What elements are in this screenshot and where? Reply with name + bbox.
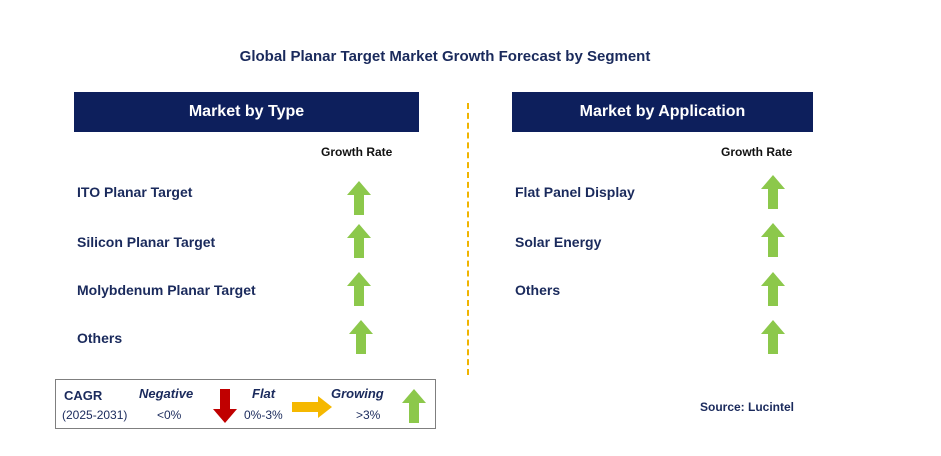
- type-item-silicon: Silicon Planar Target: [77, 234, 216, 250]
- down-arrow-icon: [213, 389, 237, 423]
- legend-growing-label: Growing: [331, 386, 384, 401]
- up-arrow-icon: [349, 320, 373, 354]
- application-item-others: Others: [515, 282, 561, 298]
- page-title: Global Planar Target Market Growth Forec…: [239, 48, 651, 65]
- type-growth-rate-label: Growth Rate: [321, 145, 393, 159]
- up-arrow-icon: [761, 175, 785, 209]
- panel-divider: [467, 103, 469, 375]
- application-item-flat-panel-display: Flat Panel Display: [515, 184, 635, 200]
- legend-flat-range: 0%-3%: [244, 408, 283, 422]
- up-arrow-icon: [347, 181, 371, 215]
- legend-cagr-label: CAGR: [64, 388, 103, 403]
- type-item-molybdenum: Molybdenum Planar Target: [77, 282, 256, 298]
- up-arrow-icon: [761, 320, 785, 354]
- up-arrow-icon: [402, 389, 426, 423]
- up-arrow-icon: [761, 223, 785, 257]
- legend-negative-label: Negative: [139, 386, 194, 401]
- up-arrow-icon: [347, 272, 371, 306]
- legend-negative-range: <0%: [157, 408, 182, 422]
- type-item-others: Others: [77, 330, 123, 346]
- cagr-legend: [55, 379, 436, 429]
- application-item-solar-energy: Solar Energy: [515, 234, 602, 250]
- legend-period: (2025-2031): [62, 408, 128, 422]
- type-item-ito: ITO Planar Target: [77, 184, 193, 200]
- application-panel-header: Market by Application: [512, 92, 813, 132]
- application-growth-rate-label: Growth Rate: [721, 145, 793, 159]
- up-arrow-icon: [761, 272, 785, 306]
- right-arrow-icon: [292, 396, 332, 418]
- up-arrow-icon: [347, 224, 371, 258]
- legend-growing-range: >3%: [356, 408, 381, 422]
- source-note: Source: Lucintel: [700, 400, 795, 414]
- legend-flat-label: Flat: [252, 386, 276, 401]
- type-panel-header: Market by Type: [74, 92, 419, 132]
